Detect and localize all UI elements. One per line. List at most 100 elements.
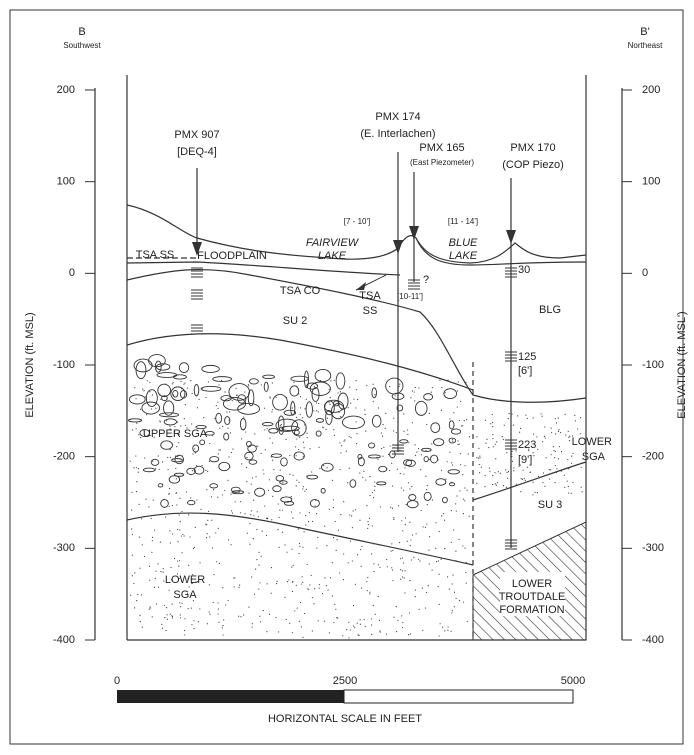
sand-dot: [575, 420, 576, 421]
pebble: [169, 476, 179, 483]
sand-dot: [371, 618, 372, 619]
sand-dot: [393, 617, 394, 618]
sand-dot: [383, 447, 384, 448]
sand-dot: [231, 452, 232, 453]
sand-dot: [306, 399, 307, 400]
sand-dot: [553, 450, 554, 451]
sand-dot: [230, 432, 231, 433]
sand-dot: [238, 587, 239, 588]
sand-dot: [569, 436, 570, 437]
sand-dot: [378, 407, 379, 408]
sand-dot: [155, 468, 156, 469]
sand-dot: [238, 616, 239, 617]
sand-dot: [415, 589, 416, 590]
sand-dot: [430, 457, 431, 458]
sand-dot: [227, 416, 228, 417]
sand-dot: [542, 441, 543, 442]
sand-dot: [533, 433, 534, 434]
pebble: [377, 482, 386, 485]
sand-dot: [395, 395, 396, 396]
pebble: [193, 445, 199, 452]
sand-dot: [179, 498, 180, 499]
sand-dot: [319, 468, 320, 469]
sand-dot: [369, 593, 370, 594]
sand-dot: [453, 529, 454, 530]
sand-dot: [144, 556, 145, 557]
sand-dot: [409, 488, 410, 489]
sand-dot: [298, 393, 299, 394]
sand-dot: [213, 487, 214, 488]
sand-dot: [264, 408, 265, 409]
sand-dot: [284, 427, 285, 428]
cross-section: B Southwest B' Northeast ELEVATION (ft. …: [0, 0, 694, 755]
sand-dot: [372, 525, 373, 526]
sand-dot: [452, 439, 453, 440]
sand-dot: [399, 450, 400, 451]
sand-dot: [253, 401, 254, 402]
sand-dot: [457, 390, 458, 391]
sand-dot: [432, 569, 433, 570]
sand-dot: [130, 595, 131, 596]
sand-dot: [463, 513, 464, 514]
pebble: [336, 373, 345, 389]
sand-dot: [226, 411, 227, 412]
sand-dot: [227, 427, 228, 428]
pebble: [173, 390, 178, 397]
sand-dot: [140, 437, 141, 438]
sand-dot: [315, 500, 316, 501]
sand-dot: [266, 535, 267, 536]
sand-dot: [398, 392, 399, 393]
sand-dot: [353, 510, 354, 511]
sand-dot: [568, 437, 569, 438]
sand-dot: [460, 401, 461, 402]
sand-dot: [466, 562, 467, 563]
sand-dot: [559, 446, 560, 447]
sand-dot: [178, 566, 179, 567]
sand-dot: [291, 496, 292, 497]
sand-dot: [246, 467, 247, 468]
sand-dot: [194, 451, 195, 452]
sand-dot: [164, 617, 165, 618]
sand-dot: [450, 631, 451, 632]
sand-dot: [229, 466, 230, 467]
pebble: [262, 422, 273, 425]
scale-bar: [117, 690, 344, 703]
pebble: [249, 379, 258, 384]
sand-dot: [207, 533, 208, 534]
sand-dot: [216, 405, 217, 406]
sand-dot: [253, 500, 254, 501]
sand-dot: [170, 614, 171, 615]
sand-dot: [139, 537, 140, 538]
sand-dot: [196, 499, 197, 500]
sand-dot: [159, 394, 160, 395]
sand-dot: [452, 583, 453, 584]
sand-dot: [242, 429, 243, 430]
sand-dot: [391, 543, 392, 544]
sand-dot: [175, 468, 176, 469]
sand-dot: [410, 633, 411, 634]
sand-dot: [329, 509, 330, 510]
sand-dot: [441, 559, 442, 560]
sand-dot: [260, 621, 261, 622]
pebble: [249, 460, 257, 464]
pebble: [449, 438, 456, 443]
sand-dot: [361, 566, 362, 567]
sand-dot: [444, 548, 445, 549]
sand-dot: [365, 431, 366, 432]
sand-dot: [179, 560, 180, 561]
sand-dot: [140, 615, 141, 616]
sand-dot: [291, 566, 292, 567]
sand-dot: [534, 492, 535, 493]
sand-dot: [453, 412, 454, 413]
sand-dot: [281, 424, 282, 425]
sand-dot: [444, 520, 445, 521]
layer-label: TSA CO: [280, 285, 321, 297]
sand-dot: [373, 571, 374, 572]
sand-dot: [132, 555, 133, 556]
sand-dot: [365, 626, 366, 627]
sand-dot: [376, 457, 377, 458]
sand-dot: [338, 530, 339, 531]
sand-dot: [497, 482, 498, 483]
sand-dot: [504, 425, 505, 426]
sand-dot: [479, 472, 480, 473]
